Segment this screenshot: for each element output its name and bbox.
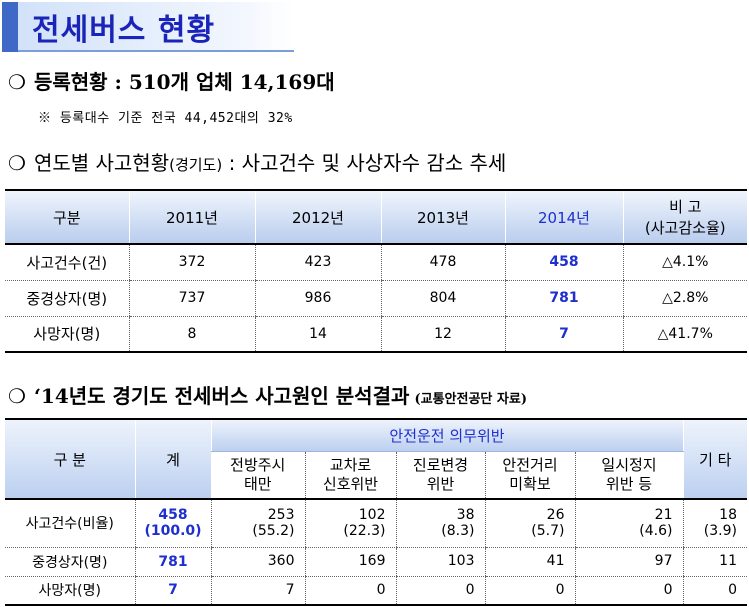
cell-safe-distance: 41	[484, 547, 575, 577]
table-row: 사고건수(건) 372 423 478 458 △4.1%	[5, 244, 747, 281]
cell-other: 0	[682, 576, 747, 605]
table-row: 사망자(명) 7 7 0 0 0 0 0	[5, 576, 747, 605]
subheader-forward-gaze: 전방주시 태만	[211, 451, 305, 500]
cell-2014: 7	[504, 316, 623, 352]
cell-forward-gaze: 360	[210, 547, 305, 577]
header-safe-driving-group: 안전운전 의무위반	[210, 419, 683, 452]
cell-2011: 737	[128, 280, 255, 317]
cell-2013: 12	[380, 316, 505, 352]
header-other: 기 타	[682, 419, 747, 500]
header-2012: 2012년	[254, 190, 381, 245]
table-row: 사고건수(비율) 458 (100.0) 253 (55.2) 102 (22.3) …	[5, 499, 747, 548]
cell-other: 18 (3.9)	[682, 499, 747, 548]
row-label: 사망자(명)	[33, 325, 101, 344]
header-2014: 2014년	[504, 190, 623, 245]
registration-line: ❍ 등록현황 : 510개 업체 14,169대	[8, 66, 335, 95]
cell-other: 11	[682, 547, 747, 577]
header-2013: 2013년	[380, 190, 505, 245]
title-accent-bar	[2, 2, 18, 52]
table-row: 사망자(명) 8 14 12 7 △41.7%	[5, 316, 747, 352]
header-note-line1: 비 고	[669, 198, 702, 216]
bullet-icon: ❍	[8, 151, 26, 175]
cell-2013: 478	[380, 244, 505, 281]
table-subheader-row: 전방주시 태만 교차로 신호위반 진로변경 위반 안전거리 미확보 일시정지 위반 등	[5, 451, 747, 500]
cell-note: △41.7%	[622, 316, 747, 352]
cell-2012: 986	[254, 280, 381, 317]
yearly-heading-rest: : 사고건수 및 사상자수 감소 추세	[222, 151, 507, 175]
cell-2011: 372	[128, 244, 255, 281]
table-row: 중경상자(명) 781 360 169 103 41 97 11	[5, 547, 747, 577]
row-label: 사고건수(건)	[5, 244, 129, 281]
row-label: 사고건수(비율)	[5, 499, 135, 548]
cell-total: 781	[134, 547, 211, 577]
bullet-icon: ❍	[8, 70, 26, 94]
cell-stop-violation: 97	[574, 547, 683, 577]
cell-lane-change: 38 (8.3)	[395, 499, 485, 548]
cell-intersection-signal: 0	[304, 576, 396, 605]
cell-lane-change: 103	[395, 547, 485, 577]
table-row: 중경상자(명) 737 986 804 781 △2.8%	[5, 280, 747, 317]
registration-note: ※ 등록대수 기준 전국 44,452대의 32%	[38, 111, 293, 126]
row-label: 중경상자(명)	[5, 547, 135, 577]
cell-stop-violation: 21 (4.6)	[574, 499, 683, 548]
cell-stop-violation: 0	[574, 576, 683, 605]
cell-lane-change: 0	[395, 576, 485, 605]
cell-2012: 423	[254, 244, 381, 281]
cell-safe-distance: 26 (5.7)	[484, 499, 575, 548]
header-category: 구분	[5, 190, 129, 245]
row-label: 사망자(명)	[38, 583, 101, 600]
yearly-accident-table: 구분 2011년 2012년 2013년 2014년 비 고 (사고감소율) 사고…	[5, 189, 747, 353]
title-banner	[2, 2, 294, 52]
cell-forward-gaze: 253 (55.2)	[210, 499, 305, 548]
analysis-heading: ❍ ‘14년도 경기도 전세버스 사고원인 분석결과 (교통안전공단 자료)	[8, 380, 527, 409]
subheader-intersection-signal: 교차로 신호위반	[304, 451, 396, 500]
yearly-heading-main: 연도별 사고현황	[33, 151, 170, 175]
yearly-heading: ❍ 연도별 사고현황(경기도) : 사고건수 및 사상자수 감소 추세	[8, 147, 506, 176]
yearly-heading-region: (경기도)	[169, 156, 223, 174]
cell-2012: 14	[254, 316, 381, 352]
registration-text: 등록현황 : 510개 업체 14,169대	[33, 70, 335, 94]
subheader-lane-change: 진로변경 위반	[395, 451, 485, 500]
cell-intersection-signal: 169	[304, 547, 396, 577]
accident-cause-table: 구 분 계 안전운전 의무위반 기 타 전방주시 태만 교차로 신호위반 진로변경 위…	[5, 418, 747, 606]
cell-note: △2.8%	[622, 280, 747, 317]
table-header-row: 구 분 계 안전운전 의무위반 기 타	[5, 419, 747, 500]
cell-total: 7	[134, 576, 211, 605]
cell-2013: 804	[380, 280, 505, 317]
table-header-row: 구분 2011년 2012년 2013년 2014년 비 고 (사고감소율)	[5, 190, 747, 245]
cell-2014: 781	[504, 280, 623, 317]
cell-2011: 8	[128, 316, 255, 352]
subheader-safe-distance: 안전거리 미확보	[484, 451, 575, 500]
cell-safe-distance: 0	[484, 576, 575, 605]
cell-note: △4.1%	[622, 244, 747, 281]
cell-forward-gaze: 7	[210, 576, 305, 605]
header-total: 계	[134, 419, 211, 500]
header-2011: 2011년	[128, 190, 255, 245]
row-label: 중경상자(명)	[5, 280, 129, 317]
cell-intersection-signal: 102 (22.3)	[304, 499, 396, 548]
header-note: 비 고 (사고감소율)	[622, 190, 747, 245]
cell-2014: 458	[504, 244, 623, 281]
analysis-heading-text: ‘14년도 경기도 전세버스 사고원인 분석결과	[33, 384, 410, 408]
bullet-icon: ❍	[8, 384, 26, 408]
subheader-stop-violation: 일시정지 위반 등	[574, 451, 683, 500]
page-title: 전세버스 현황	[32, 13, 216, 48]
analysis-source: (교통안전공단 자료)	[414, 392, 527, 407]
cell-total: 458 (100.0)	[134, 499, 211, 548]
header-note-line2: (사고감소율)	[644, 219, 726, 237]
header-category: 구 분	[5, 419, 135, 500]
